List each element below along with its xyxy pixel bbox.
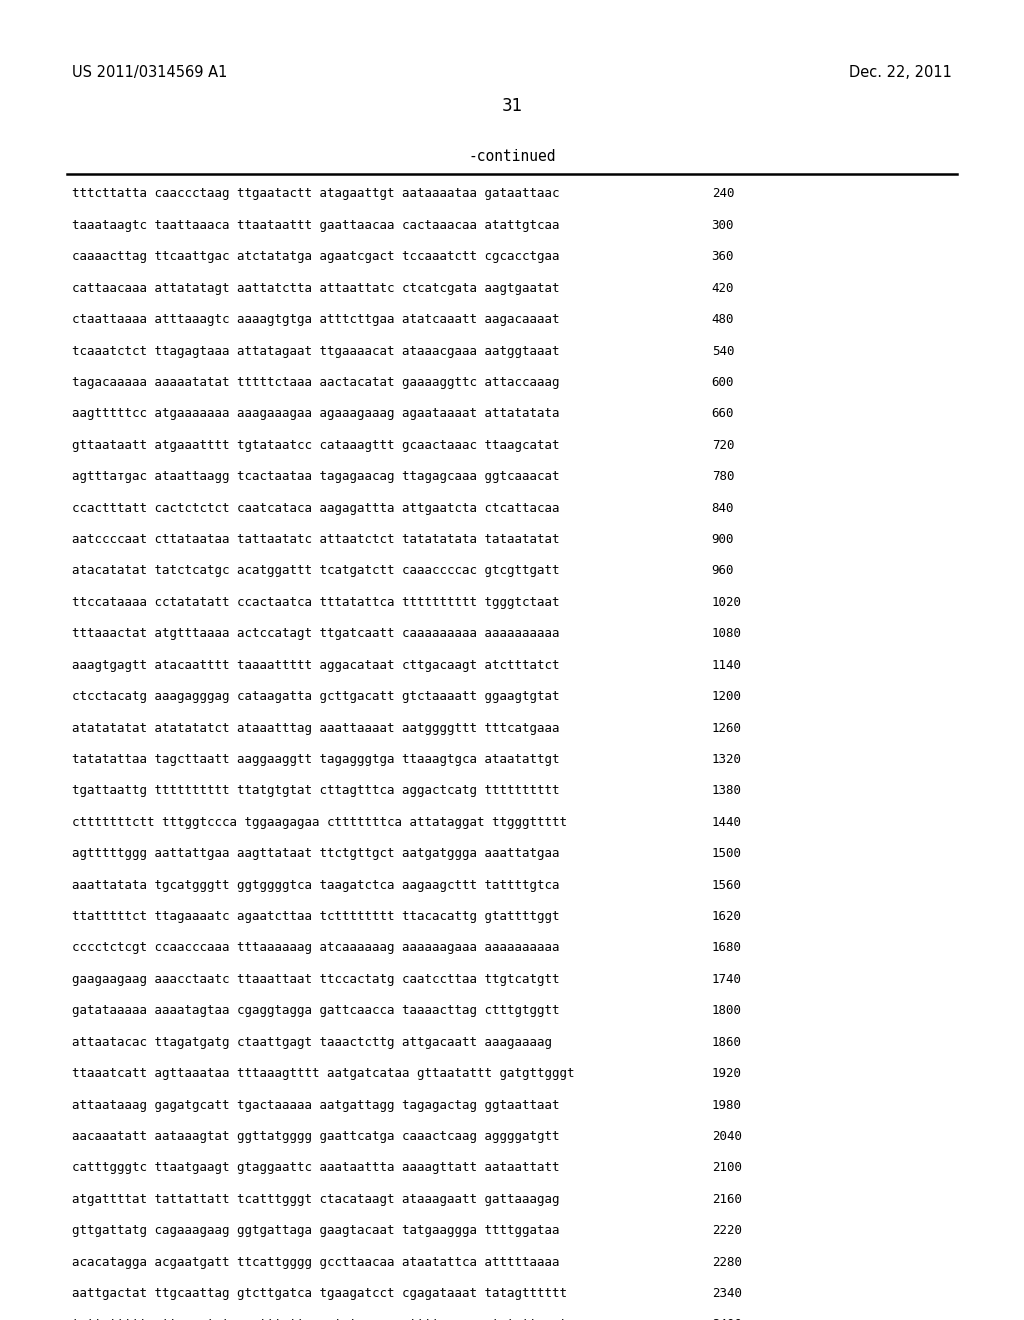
Text: tgattaattg tttttttttt ttatgtgtat cttagtttca aggactcatg tttttttttt: tgattaattg tttttttttt ttatgtgtat cttagtt… (72, 784, 559, 797)
Text: 1740: 1740 (712, 973, 741, 986)
Text: 480: 480 (712, 313, 734, 326)
Text: 300: 300 (712, 219, 734, 232)
Text: 1200: 1200 (712, 690, 741, 704)
Text: 720: 720 (712, 438, 734, 451)
Text: 2040: 2040 (712, 1130, 741, 1143)
Text: tttcttatta caaccctaag ttgaatactt atagaattgt aataaaataa gataattaac: tttcttatta caaccctaag ttgaatactt atagaat… (72, 187, 559, 201)
Text: 1980: 1980 (712, 1098, 741, 1111)
Text: Dec. 22, 2011: Dec. 22, 2011 (850, 65, 952, 79)
Text: 2400: 2400 (712, 1319, 741, 1320)
Text: 540: 540 (712, 345, 734, 358)
Text: tcaaatctct ttagagtaaa attatagaat ttgaaaacat ataaacgaaa aatggtaaat: tcaaatctct ttagagtaaa attatagaat ttgaaaa… (72, 345, 559, 358)
Text: atatatatat atatatatct ataaatttag aaattaaaat aatggggttt tttcatgaaa: atatatatat atatatatct ataaatttag aaattaa… (72, 722, 559, 734)
Text: cccctctcgt ccaacccaaa tttaaaaaag atcaaaaaag aaaaaagaaa aaaaaaaaaa: cccctctcgt ccaacccaaa tttaaaaaag atcaaaa… (72, 941, 559, 954)
Text: 900: 900 (712, 533, 734, 546)
Text: ctttttttctt tttggtccca tggaagagaa ctttttttca attataggat ttgggttttt: ctttttttctt tttggtccca tggaagagaa cttttt… (72, 816, 566, 829)
Text: agtttttggg aattattgaa aagttataat ttctgttgct aatgatggga aaattatgaa: agtttttggg aattattgaa aagttataat ttctgtt… (72, 847, 559, 861)
Text: 1260: 1260 (712, 722, 741, 734)
Text: gttgattatg cagaaagaag ggtgattaga gaagtacaat tatgaaggga ttttggataa: gttgattatg cagaaagaag ggtgattaga gaagtac… (72, 1224, 559, 1237)
Text: aaattatata tgcatgggtt ggtggggtca taagatctca aagaagcttt tattttgtca: aaattatata tgcatgggtt ggtggggtca taagatc… (72, 879, 559, 891)
Text: 1020: 1020 (712, 595, 741, 609)
Text: ctaattaaaa atttaaagtc aaaagtgtga atttcttgaa atatcaaatt aagacaaaat: ctaattaaaa atttaaagtc aaaagtgtga atttctt… (72, 313, 559, 326)
Text: tatatattaa tagcttaatt aaggaaggtt tagagggtga ttaaagtgca ataatattgt: tatatattaa tagcttaatt aaggaaggtt tagaggg… (72, 752, 559, 766)
Text: 1500: 1500 (712, 847, 741, 861)
Text: aacaaatatt aataaagtat ggttatgggg gaattcatga caaactcaag aggggatgtt: aacaaatatt aataaagtat ggttatgggg gaattca… (72, 1130, 559, 1143)
Text: aaagtgagtt atacaatttt taaaattttt aggacataat cttgacaagt atctttatct: aaagtgagtt atacaatttt taaaattttt aggacat… (72, 659, 559, 672)
Text: attaatacac ttagatgatg ctaattgagt taaactcttg attgacaatt aaagaaaag: attaatacac ttagatgatg ctaattgagt taaactc… (72, 1036, 552, 1048)
Text: 1560: 1560 (712, 879, 741, 891)
Text: aagtttttcc atgaaaaaaa aaagaaagaa agaaagaaag agaataaaat attatatata: aagtttttcc atgaaaaaaa aaagaaagaa agaaaga… (72, 408, 559, 420)
Text: 1380: 1380 (712, 784, 741, 797)
Text: gaagaagaag aaacctaatc ttaaattaat ttccactatg caatccttaa ttgtcatgtt: gaagaagaag aaacctaatc ttaaattaat ttccact… (72, 973, 559, 986)
Text: ctcctacatg aaagagggag cataagatta gcttgacatt gtctaaaatt ggaagtgtat: ctcctacatg aaagagggag cataagatta gcttgac… (72, 690, 559, 704)
Text: 1920: 1920 (712, 1067, 741, 1080)
Text: gatataaaaa aaaatagtaa cgaggtagga gattcaacca taaaacttag ctttgtggtt: gatataaaaa aaaatagtaa cgaggtagga gattcaa… (72, 1005, 559, 1018)
Text: 1800: 1800 (712, 1005, 741, 1018)
Text: 1080: 1080 (712, 627, 741, 640)
Text: aattgactat ttgcaattag gtcttgatca tgaagatcct cgagataaat tatagtttttt: aattgactat ttgcaattag gtcttgatca tgaagat… (72, 1287, 566, 1300)
Text: attaataaag gagatgcatt tgactaaaaa aatgattagg tagagactag ggtaattaat: attaataaag gagatgcatt tgactaaaaa aatgatt… (72, 1098, 559, 1111)
Text: catttgggtc ttaatgaagt gtaggaattc aaataattta aaaagttatt aataattatt: catttgggtc ttaatgaagt gtaggaattc aaataat… (72, 1162, 559, 1175)
Text: 2340: 2340 (712, 1287, 741, 1300)
Text: 780: 780 (712, 470, 734, 483)
Text: cattaacaaa attatatagt aattatctta attaattatc ctcatcgata aagtgaatat: cattaacaaa attatatagt aattatctta attaatt… (72, 281, 559, 294)
Text: atgattttat tattattatt tcatttgggt ctacataagt ataaagaatt gattaaagag: atgattttat tattattatt tcatttgggt ctacata… (72, 1193, 559, 1205)
Text: 960: 960 (712, 565, 734, 577)
Text: agtttатgac ataattaagg tcactaataa tagagaacag ttagagcaaa ggtcaaacat: agtttатgac ataattaagg tcactaataa tagagaa… (72, 470, 559, 483)
Text: 2280: 2280 (712, 1255, 741, 1269)
Text: acacatagga acgaatgatt ttcattgggg gccttaacaa ataatattca atttttaaaa: acacatagga acgaatgatt ttcattgggg gccttaa… (72, 1255, 559, 1269)
Text: 1680: 1680 (712, 941, 741, 954)
Text: 1320: 1320 (712, 752, 741, 766)
Text: atacatatat tatctcatgc acatggattt tcatgatctt caaaccccac gtcgttgatt: atacatatat tatctcatgc acatggattt tcatgat… (72, 565, 559, 577)
Text: ttccataaaa cctatatatt ccactaatca tttatattca tttttttttt tgggtctaat: ttccataaaa cctatatatt ccactaatca tttatat… (72, 595, 559, 609)
Text: 660: 660 (712, 408, 734, 420)
Text: gttaataatt atgaaatttt tgtataatcc cataaagttt gcaactaaac ttaagcatat: gttaataatt atgaaatttt tgtataatcc cataaag… (72, 438, 559, 451)
Text: ttatttttct ttagaaaatc agaatcttaa tctttttttt ttacacattg gtattttggt: ttatttttct ttagaaaatc agaatcttaa tcttttt… (72, 909, 559, 923)
Text: 420: 420 (712, 281, 734, 294)
Text: 1620: 1620 (712, 909, 741, 923)
Text: taaataagtc taattaaaca ttaataattt gaattaacaa cactaaacaa atattgtcaa: taaataagtc taattaaaca ttaataattt gaattaa… (72, 219, 559, 232)
Text: 2160: 2160 (712, 1193, 741, 1205)
Text: US 2011/0314569 A1: US 2011/0314569 A1 (72, 65, 227, 79)
Text: tagacaaaaa aaaaatatat tttttctaaa aactacatat gaaaaggttc attaccaaag: tagacaaaaa aaaaatatat tttttctaaa aactaca… (72, 376, 559, 389)
Text: 31: 31 (502, 96, 522, 115)
Text: 840: 840 (712, 502, 734, 515)
Text: 1140: 1140 (712, 659, 741, 672)
Text: 1860: 1860 (712, 1036, 741, 1048)
Text: 2220: 2220 (712, 1224, 741, 1237)
Text: ttaaatcatt agttaaataa tttaaagtttt aatgatcataa gttaatattt gatgttgggt: ttaaatcatt agttaaataa tttaaagtttt aatgat… (72, 1067, 574, 1080)
Text: aatccccaat cttataataa tattaatatc attaatctct tatatatata tataatatat: aatccccaat cttataataa tattaatatc attaatc… (72, 533, 559, 546)
Text: 240: 240 (712, 187, 734, 201)
Text: -continued: -continued (468, 149, 556, 164)
Text: ccactttatt cactctctct caatcataca aagagattta attgaatcta ctcattacaa: ccactttatt cactctctct caatcataca aagagat… (72, 502, 559, 515)
Text: tcttgtttttc ttcgcatatg aatttgttcg atataacgaa ttttccgaca tatcttacgt: tcttgtttttc ttcgcatatg aatttgttcg atataa… (72, 1319, 566, 1320)
Text: 600: 600 (712, 376, 734, 389)
Text: 1440: 1440 (712, 816, 741, 829)
Text: 360: 360 (712, 251, 734, 263)
Text: 2100: 2100 (712, 1162, 741, 1175)
Text: tttaaactat atgtttaaaa actccatagt ttgatcaatt caaaaaaaaa aaaaaaaaaa: tttaaactat atgtttaaaa actccatagt ttgatca… (72, 627, 559, 640)
Text: caaaacttag ttcaattgac atctatatga agaatcgact tccaaatctt cgcacctgaa: caaaacttag ttcaattgac atctatatga agaatcg… (72, 251, 559, 263)
